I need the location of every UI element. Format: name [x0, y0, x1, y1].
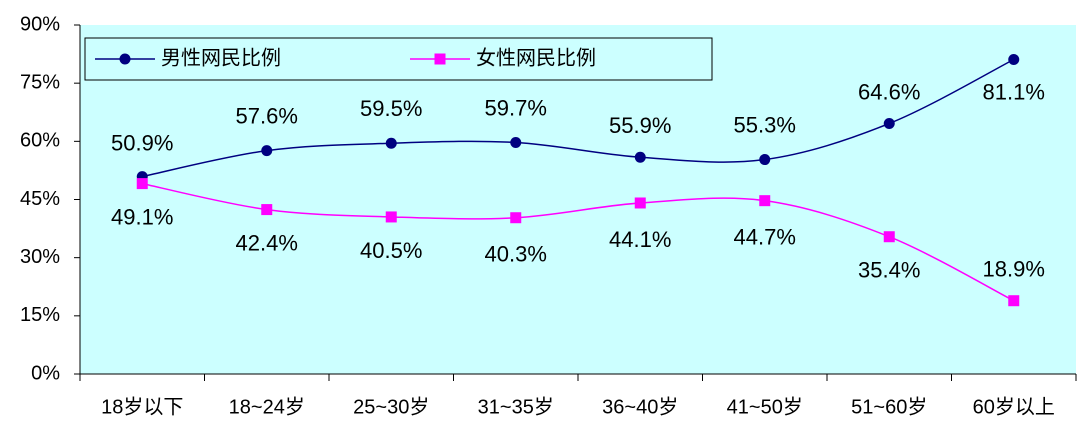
legend-marker: [434, 53, 446, 65]
point: [634, 151, 646, 163]
y-tick-label: 0%: [31, 362, 60, 384]
data-label: 59.5%: [360, 96, 422, 121]
data-label: 44.7%: [734, 224, 796, 249]
legend-marker: [119, 53, 131, 65]
point: [883, 231, 895, 243]
point: [759, 195, 771, 207]
data-label: 18.9%: [983, 257, 1045, 282]
x-tick-label: 60岁以上: [973, 395, 1055, 418]
data-label: 50.9%: [111, 130, 173, 155]
x-tick-label: 41~50岁: [727, 395, 803, 418]
x-tick-label: 51~60岁: [851, 395, 927, 418]
legend-label: 男性网民比例: [161, 46, 281, 69]
point: [510, 136, 522, 148]
data-label: 35.4%: [858, 258, 920, 283]
plot-area: [80, 25, 1076, 374]
x-tick-label: 36~40岁: [602, 395, 678, 418]
x-tick-label: 18~24岁: [229, 395, 305, 418]
x-tick-label: 18岁以下: [101, 395, 183, 418]
y-tick-label: 45%: [20, 188, 60, 210]
data-label: 57.6%: [236, 103, 298, 128]
x-tick-label: 25~30岁: [353, 395, 429, 418]
y-tick-label: 15%: [20, 304, 60, 326]
data-label: 44.1%: [609, 227, 671, 252]
y-tick-label: 90%: [20, 13, 60, 35]
data-label: 81.1%: [983, 79, 1045, 104]
legend-box: [84, 37, 713, 81]
point: [1008, 54, 1020, 66]
y-tick-label: 30%: [20, 246, 60, 268]
point: [136, 178, 148, 190]
data-label: 55.9%: [609, 113, 671, 138]
data-label: 40.5%: [360, 238, 422, 263]
point: [261, 145, 273, 157]
line: [142, 58, 1015, 178]
point: [385, 137, 397, 149]
data-label: 59.7%: [485, 95, 547, 120]
point: [634, 197, 646, 209]
data-label: 40.3%: [485, 242, 547, 267]
legend-label: 女性网民比例: [476, 46, 596, 69]
point: [1008, 295, 1020, 307]
legend: 男性网民比例 女性网民比例: [84, 37, 713, 81]
y-tick-label: 75%: [20, 71, 60, 93]
point: [759, 154, 771, 166]
point: [510, 212, 522, 224]
data-label: 64.6%: [858, 79, 920, 104]
point: [261, 204, 273, 216]
x-tick-label: 31~35岁: [478, 395, 554, 418]
point: [385, 211, 397, 223]
y-tick-label: 60%: [20, 130, 60, 152]
line: [142, 182, 1015, 302]
data-label: 55.3%: [734, 112, 796, 137]
data-label: 49.1%: [111, 204, 173, 229]
point: [883, 117, 895, 129]
data-label: 42.4%: [236, 230, 298, 255]
